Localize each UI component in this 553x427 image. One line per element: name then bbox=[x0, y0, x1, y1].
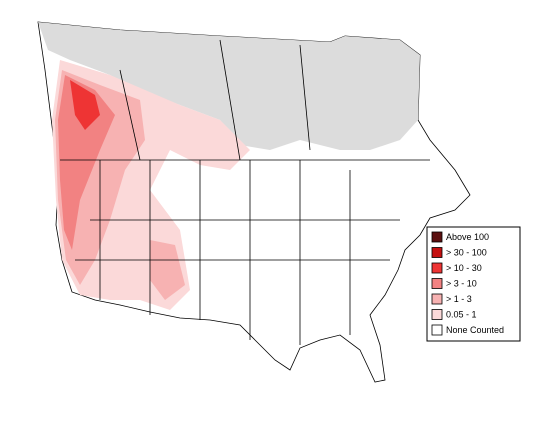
legend: Above 100 > 30 - 100 > 10 - 30 > 3 - 10 > 1 … bbox=[426, 226, 521, 342]
legend-label: Above 100 bbox=[446, 232, 489, 242]
legend-swatch bbox=[431, 278, 443, 289]
border-line bbox=[60, 39, 430, 345]
abundance-region bbox=[70, 80, 100, 130]
legend-swatch bbox=[431, 262, 443, 274]
legend-label: None Counted bbox=[446, 325, 504, 335]
legend-swatch bbox=[431, 247, 443, 258]
legend-label: 0.05 - 1 bbox=[446, 309, 477, 319]
legend-swatch bbox=[431, 309, 443, 320]
abundance-region bbox=[150, 240, 185, 300]
legend-swatch bbox=[431, 293, 443, 305]
legend-box bbox=[426, 226, 521, 342]
legend-items: Above 100 > 30 - 100 > 10 - 30 > 3 - 10 > 1 … bbox=[431, 231, 504, 336]
legend-label: > 30 - 100 bbox=[446, 247, 487, 257]
legend-swatch bbox=[431, 324, 443, 336]
legend-swatch bbox=[431, 231, 443, 243]
abundance-region bbox=[58, 75, 115, 250]
range-region bbox=[38, 22, 420, 150]
legend-label: > 1 - 3 bbox=[446, 294, 472, 304]
legend-label: > 3 - 10 bbox=[446, 278, 477, 288]
legend-label: > 10 - 30 bbox=[446, 263, 482, 273]
